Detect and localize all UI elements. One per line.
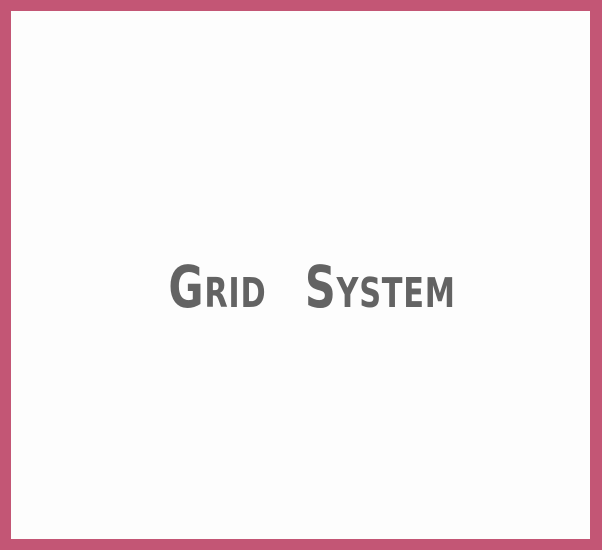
title-word-grid: Grid: [168, 253, 267, 321]
title-word-system: System: [304, 253, 456, 321]
page-title: Grid System: [89, 249, 534, 325]
